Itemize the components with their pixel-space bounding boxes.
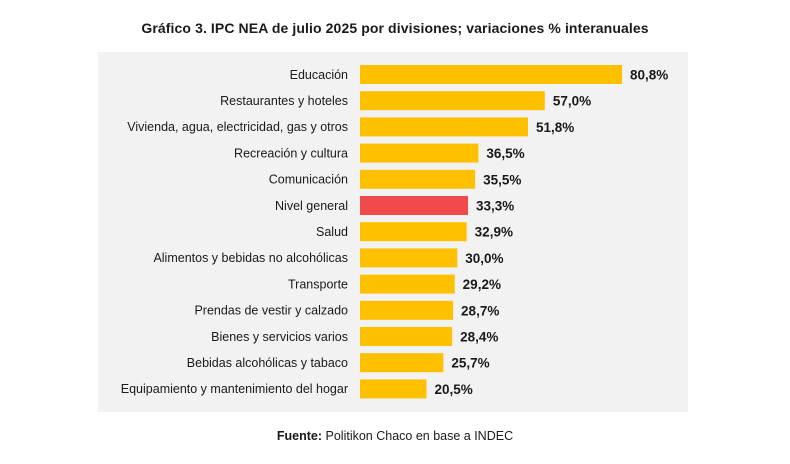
value-label: 20,5% [434,382,472,397]
value-label: 25,7% [451,356,489,371]
value-label: 57,0% [553,94,591,109]
bar [360,91,545,111]
value-label: 80,8% [630,68,668,83]
bar [360,222,467,242]
category-label: Recreación y cultura [234,146,348,160]
bar [360,353,444,373]
value-label: 51,8% [536,120,574,135]
category-label: Equipamiento y mantenimiento del hogar [121,382,348,396]
category-label: Alimentos y bebidas no alcohólicas [153,251,348,265]
category-label: Nivel general [275,199,348,213]
bar [360,169,476,189]
value-label: 28,4% [460,330,498,345]
bar [360,143,479,163]
category-label: Bebidas alcohólicas y tabaco [187,356,348,370]
bar [360,327,453,346]
value-label: 36,5% [486,146,524,161]
bar [360,65,622,84]
category-label: Vivienda, agua, electricidad, gas y otro… [127,120,348,134]
bar [360,300,454,320]
category-label: Comunicación [269,173,348,187]
category-label: Prendas de vestir y calzado [194,304,348,318]
bar [360,117,528,137]
bar [360,274,455,294]
bar [360,379,427,399]
value-label: 35,5% [483,172,521,187]
chart-title: Gráfico 3. IPC NEA de julio 2025 por div… [141,20,649,36]
value-label: 28,7% [461,303,499,318]
category-label: Salud [316,225,348,239]
category-label: Bienes y servicios varios [211,330,348,344]
bar [360,248,458,268]
category-label: Educación [290,68,348,82]
value-label: 32,9% [475,225,513,240]
value-label: 29,2% [463,277,501,292]
source-label: Fuente: [276,429,323,443]
value-label: 33,3% [476,199,514,214]
source-note: Fuente: Politikon Chaco en base a INDEC [0,429,790,443]
value-label: 30,0% [465,251,503,266]
source-text: Politikon Chaco en base a INDEC [325,429,514,443]
bar-highlight [360,196,468,215]
category-label: Transporte [288,277,348,291]
category-label: Restaurantes y hoteles [220,94,348,108]
